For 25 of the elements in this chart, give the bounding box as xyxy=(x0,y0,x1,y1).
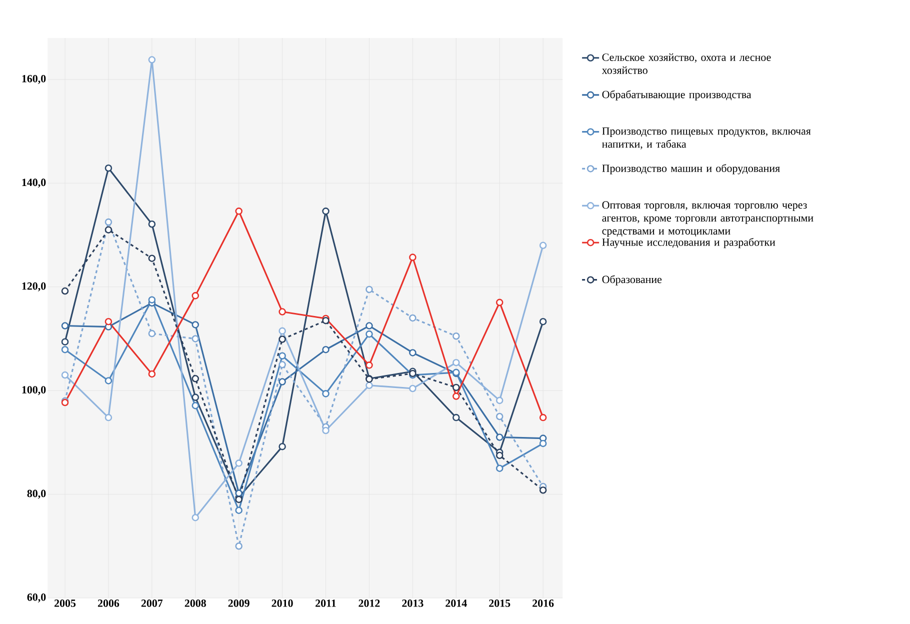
legend-label: Производство пищевых продуктов, включая напитки, и табака xyxy=(602,128,811,150)
legend-label: Обрабатывающие производства xyxy=(602,90,752,100)
x-tick-label: 2011 xyxy=(316,600,336,607)
legend-label: Образование xyxy=(602,275,662,286)
x-tick-label: 2007 xyxy=(141,600,163,607)
x-tick-label: 2010 xyxy=(272,600,293,607)
x-tick-label: 2013 xyxy=(402,600,424,607)
legend-label: Сельское хозяйство, охота и лесное хозяйство xyxy=(602,53,771,74)
y-tick-label: 60,0 xyxy=(27,594,46,602)
x-tick-label: 2014 xyxy=(446,600,467,607)
x-tick-label: 2006 xyxy=(98,600,120,607)
legend-label: Научные исследования и разработки xyxy=(602,238,776,248)
y-tick-label: 140,0 xyxy=(22,178,46,188)
legend-label: Производство машин и оборудования xyxy=(602,164,780,174)
x-tick-label: 2008 xyxy=(184,600,206,607)
x-tick-label: 2012 xyxy=(358,600,380,607)
y-tick-label: 120,0 xyxy=(22,282,46,292)
legend-label: Оптовая торговля, включая торговлю через агентов, кроме торговли автотранспортными средствами и мотоциклами xyxy=(602,201,814,237)
x-tick-label: 2016 xyxy=(532,600,554,607)
y-tick-label: 80,0 xyxy=(27,490,46,499)
y-tick-label: 100,0 xyxy=(22,386,46,396)
x-tick-label: 2015 xyxy=(489,600,510,607)
x-tick-label: 2009 xyxy=(228,600,250,607)
y-tick-label: 160,0 xyxy=(22,74,46,84)
x-tick-label: 2005 xyxy=(54,600,76,607)
